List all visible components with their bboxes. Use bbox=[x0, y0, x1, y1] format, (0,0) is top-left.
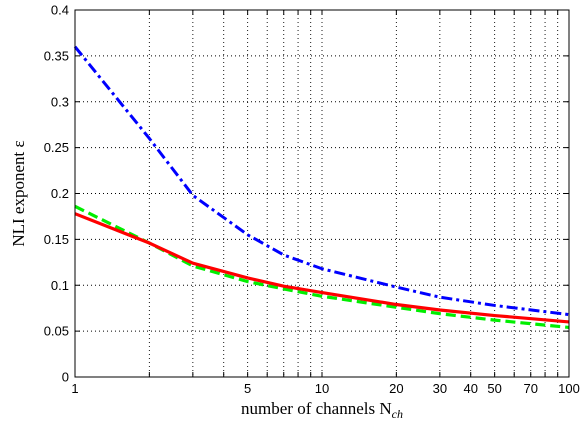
x-tick-label: 1 bbox=[71, 381, 78, 396]
y-tick-label: 0.4 bbox=[51, 3, 69, 18]
x-tick-label: 30 bbox=[433, 381, 447, 396]
x-tick-label: 40 bbox=[463, 381, 477, 396]
axis-ticks: 0 0.05 0.1 0.15 0.2 0.25 0.3 0.35 0.4 1 5 10 20 30 40 5… bbox=[44, 3, 580, 397]
y-axis-title: NLI exponent ε bbox=[9, 140, 28, 246]
x-axis-title-subscript: ch bbox=[392, 407, 403, 421]
data-series bbox=[73, 45, 570, 330]
y-tick-label: 0.1 bbox=[51, 278, 69, 293]
x-tick-label: 70 bbox=[524, 381, 538, 396]
x-tick-label: 5 bbox=[244, 381, 251, 396]
y-tick-label: 0.15 bbox=[44, 232, 69, 247]
y-tick-label: 0.05 bbox=[44, 324, 69, 339]
y-tick-label: 0.2 bbox=[51, 186, 69, 201]
y-tick-label: 0.3 bbox=[51, 94, 69, 109]
x-tick-label: 10 bbox=[315, 381, 329, 396]
x-axis-title: number of channels Nch bbox=[241, 399, 403, 421]
x-tick-label: 100 bbox=[558, 381, 580, 396]
series-line-3 bbox=[74, 212, 570, 324]
x-tick-label: 20 bbox=[389, 381, 403, 396]
x-tick-label: 50 bbox=[487, 381, 501, 396]
x-axis-title-text: number of channels N bbox=[241, 399, 392, 418]
y-tick-label: 0.25 bbox=[44, 140, 69, 155]
y-tick-label: 0 bbox=[62, 370, 69, 385]
y-tick-label: 0.35 bbox=[44, 48, 69, 63]
series-line-1 bbox=[73, 45, 570, 317]
